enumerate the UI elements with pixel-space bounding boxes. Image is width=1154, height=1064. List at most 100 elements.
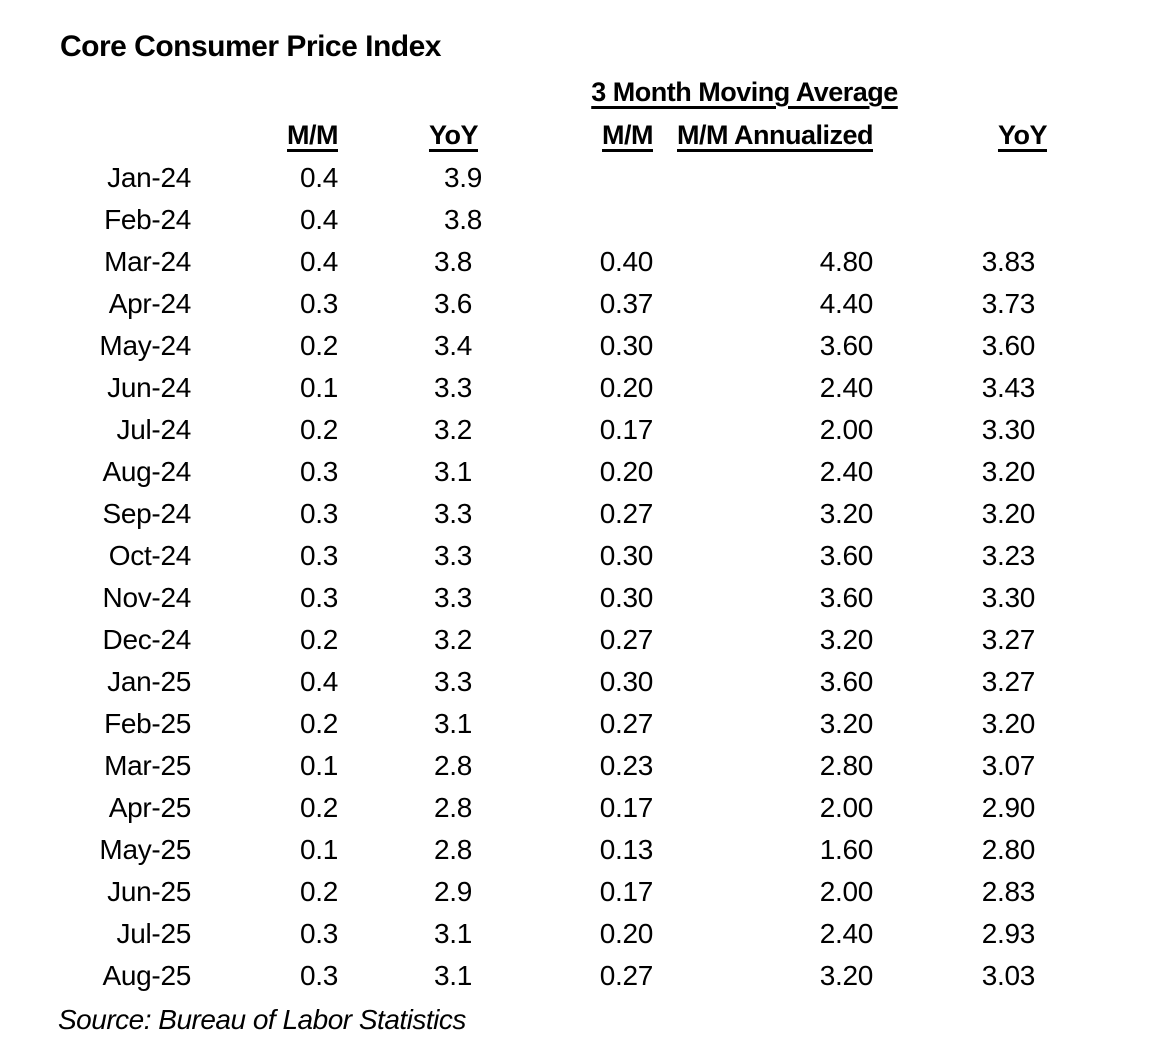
column-header-mm: M/M <box>287 120 338 150</box>
month-cell: Aug-25 <box>102 960 192 991</box>
table-row: Feb-24 0.4 3.8 <box>0 202 1047 244</box>
table-row: Jan-24 0.4 3.9 <box>0 160 1047 202</box>
ma-mm-annualized-cell: 3.20 <box>819 708 874 739</box>
column-header-month <box>0 117 191 160</box>
month-cell: Dec-24 <box>102 624 192 655</box>
yoy-cell: 2.8 <box>433 834 472 865</box>
table-row: Nov-24 0.3 3.3 0.30 3.60 3.30 <box>0 580 1047 622</box>
yoy-cell: 2.8 <box>433 750 472 781</box>
month-cell: Sep-24 <box>102 498 192 529</box>
mm-cell: 0.4 <box>299 666 338 697</box>
ma-mm-cell: 0.17 <box>599 414 654 445</box>
yoy-cell: 3.2 <box>433 414 472 445</box>
ma-mm-cell: 0.30 <box>599 666 654 697</box>
ma-mm-annualized-cell: 2.80 <box>819 750 874 781</box>
ma-mm-cell: 0.13 <box>599 834 654 865</box>
mm-cell: 0.1 <box>299 834 338 865</box>
ma-mm-annualized-cell: 3.20 <box>819 960 874 991</box>
ma-mm-annualized-cell: 3.20 <box>819 624 874 655</box>
group-header-label: 3 Month Moving Average <box>591 77 898 107</box>
month-cell: Jan-24 <box>107 162 191 193</box>
month-cell: Jul-25 <box>116 918 192 949</box>
table-header: 3 Month Moving Average M/M YoY M/M M/M A… <box>0 74 1047 160</box>
yoy-cell: 3.3 <box>433 582 472 613</box>
mm-cell: 0.2 <box>299 624 338 655</box>
mm-cell: 0.2 <box>299 414 338 445</box>
ma-yoy-cell: 2.80 <box>981 834 1036 865</box>
ma-mm-cell: 0.17 <box>599 876 654 907</box>
mm-cell: 0.1 <box>299 750 338 781</box>
table-row: Oct-24 0.3 3.3 0.30 3.60 3.23 <box>0 538 1047 580</box>
month-cell: May-25 <box>99 834 191 865</box>
table-row: Jun-25 0.2 2.9 0.17 2.00 2.83 <box>0 874 1047 916</box>
ma-mm-cell: 0.27 <box>599 708 654 739</box>
ma-yoy-cell <box>873 202 1047 244</box>
ma-mm-annualized-cell: 3.20 <box>819 498 874 529</box>
ma-yoy-cell: 3.73 <box>981 288 1036 319</box>
ma-mm-annualized-cell: 4.40 <box>819 288 874 319</box>
group-header-spacer <box>0 74 482 117</box>
table-row: Apr-25 0.2 2.8 0.17 2.00 2.90 <box>0 790 1047 832</box>
mm-cell: 0.1 <box>299 372 338 403</box>
ma-mm-cell: 0.30 <box>599 330 654 361</box>
ma-yoy-cell: 3.23 <box>981 540 1036 571</box>
ma-yoy-cell: 3.60 <box>981 330 1036 361</box>
table-row: Mar-25 0.1 2.8 0.23 2.80 3.07 <box>0 748 1047 790</box>
yoy-cell: 3.3 <box>433 540 472 571</box>
yoy-cell: 3.9 <box>443 162 482 193</box>
ma-mm-annualized-cell: 3.60 <box>819 666 874 697</box>
ma-mm-annualized-cell: 2.00 <box>819 876 874 907</box>
ma-mm-cell: 0.27 <box>599 498 654 529</box>
table-row: Feb-25 0.2 3.1 0.27 3.20 3.20 <box>0 706 1047 748</box>
group-header-3mma: 3 Month Moving Average <box>482 74 1047 117</box>
ma-mm-annualized-cell: 2.00 <box>819 792 874 823</box>
yoy-cell: 3.8 <box>433 246 472 277</box>
ma-yoy-cell <box>873 160 1047 202</box>
column-header-row: M/M YoY M/M M/M Annualized YoY <box>0 117 1047 160</box>
yoy-cell: 3.3 <box>433 372 472 403</box>
table-row: Jan-25 0.4 3.3 0.30 3.60 3.27 <box>0 664 1047 706</box>
month-cell: Jun-24 <box>107 372 191 403</box>
ma-mm-annualized-cell: 2.00 <box>819 414 874 445</box>
ma-mm-cell: 0.40 <box>599 246 654 277</box>
ma-yoy-cell: 2.83 <box>981 876 1036 907</box>
mm-cell: 0.2 <box>299 792 338 823</box>
mm-cell: 0.2 <box>299 708 338 739</box>
ma-yoy-cell: 3.07 <box>981 750 1036 781</box>
yoy-cell: 3.1 <box>433 708 472 739</box>
table-row: Dec-24 0.2 3.2 0.27 3.20 3.27 <box>0 622 1047 664</box>
ma-mm-cell: 0.27 <box>599 624 654 655</box>
mm-cell: 0.2 <box>299 876 338 907</box>
ma-yoy-cell: 3.30 <box>981 414 1036 445</box>
ma-yoy-cell: 2.93 <box>981 918 1036 949</box>
table-row: May-24 0.2 3.4 0.30 3.60 3.60 <box>0 328 1047 370</box>
ma-mm-annualized-cell: 3.60 <box>819 540 874 571</box>
yoy-cell: 2.8 <box>433 792 472 823</box>
ma-yoy-cell: 3.30 <box>981 582 1036 613</box>
ma-mm-cell: 0.20 <box>599 372 654 403</box>
page-title: Core Consumer Price Index <box>60 30 441 63</box>
month-cell: May-24 <box>99 330 191 361</box>
table-row: Aug-25 0.3 3.1 0.27 3.20 3.03 <box>0 958 1047 1000</box>
ma-yoy-cell: 3.20 <box>981 456 1036 487</box>
table-body: Jan-24 0.4 3.9 Feb-24 0.4 3.8 Mar-24 0.4 3.8 0.40… <box>0 160 1047 1000</box>
column-header-yoy: YoY <box>428 120 479 150</box>
source-note: Source: Bureau of Labor Statistics <box>58 1004 466 1035</box>
month-cell: Jun-25 <box>107 876 191 907</box>
ma-mm-annualized-cell: 4.80 <box>819 246 874 277</box>
table-row: May-25 0.1 2.8 0.13 1.60 2.80 <box>0 832 1047 874</box>
table-row: Mar-24 0.4 3.8 0.40 4.80 3.83 <box>0 244 1047 286</box>
mm-cell: 0.3 <box>299 582 338 613</box>
column-header-ma-mm: M/M <box>602 120 653 150</box>
ma-yoy-cell: 3.03 <box>981 960 1036 991</box>
mm-cell: 0.3 <box>299 288 338 319</box>
ma-yoy-cell: 3.27 <box>981 666 1036 697</box>
mm-cell: 0.4 <box>299 162 338 193</box>
ma-mm-cell <box>482 160 653 202</box>
yoy-cell: 3.1 <box>433 960 472 991</box>
ma-yoy-cell: 3.43 <box>981 372 1036 403</box>
mm-cell: 0.2 <box>299 330 338 361</box>
ma-mm-cell: 0.20 <box>599 918 654 949</box>
yoy-cell: 3.1 <box>433 456 472 487</box>
table-row: Aug-24 0.3 3.1 0.20 2.40 3.20 <box>0 454 1047 496</box>
